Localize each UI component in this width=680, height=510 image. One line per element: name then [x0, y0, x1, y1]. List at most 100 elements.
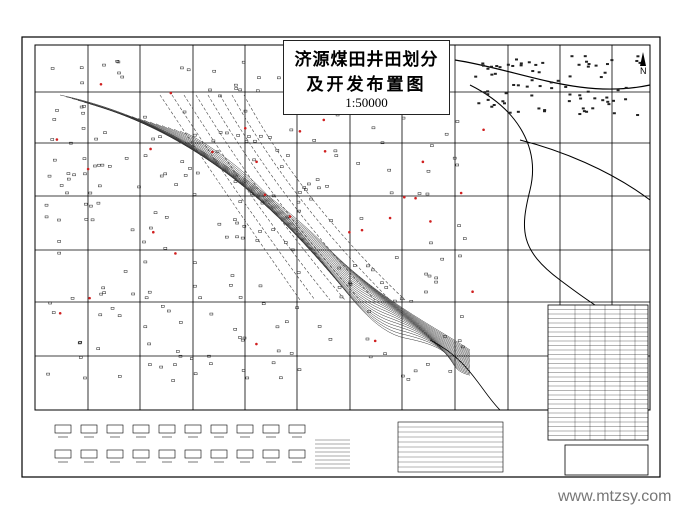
- village-symbol: [477, 102, 481, 105]
- mine-symbol: [208, 88, 212, 92]
- mine-symbol: [78, 356, 83, 359]
- red-marker: [471, 290, 474, 294]
- mine-symbol: [50, 67, 55, 70]
- mine-symbol: [461, 345, 465, 349]
- mine-symbol: [387, 168, 391, 172]
- mine-symbol: [427, 274, 432, 278]
- village-symbol: [603, 71, 607, 74]
- mine-symbol: [174, 183, 178, 186]
- mine-symbol: [258, 230, 262, 233]
- mine-symbol: [234, 83, 238, 87]
- village-symbol: [605, 96, 609, 99]
- mine-symbol: [371, 126, 376, 130]
- map-scale: 1:50000: [345, 95, 388, 110]
- mine-symbol: [99, 292, 103, 296]
- title-block-table: [564, 444, 649, 476]
- village-symbol: [492, 103, 496, 106]
- legend-symbol: [210, 424, 228, 434]
- red-marker: [88, 296, 91, 300]
- mine-symbol: [149, 226, 153, 230]
- red-marker: [288, 215, 292, 218]
- village-symbol: [530, 79, 534, 82]
- legend-symbol: [184, 449, 202, 459]
- red-marker: [402, 195, 406, 199]
- mine-symbol: [193, 372, 198, 376]
- map-title-line2: 及开发布置图: [306, 75, 427, 95]
- mine-symbol: [161, 305, 165, 308]
- mine-symbol: [47, 174, 52, 178]
- village-symbol: [550, 87, 554, 90]
- village-symbol: [474, 75, 478, 78]
- mine-symbol: [257, 76, 261, 79]
- mine-symbol: [413, 369, 418, 373]
- mine-symbol: [242, 225, 247, 228]
- mine-symbol: [235, 221, 239, 225]
- mine-symbol: [48, 301, 52, 305]
- red-marker: [348, 230, 351, 234]
- contour-line: [149, 121, 471, 369]
- mine-symbol: [163, 172, 167, 176]
- mine-symbol: [458, 254, 462, 258]
- mine-symbol: [247, 135, 251, 138]
- mine-symbol: [460, 315, 464, 318]
- village-symbol: [582, 110, 586, 113]
- red-marker: [211, 150, 214, 154]
- mine-symbol: [296, 271, 301, 274]
- mine-symbol: [329, 219, 333, 222]
- legend-symbol: [54, 424, 72, 434]
- mine-symbol: [173, 363, 177, 366]
- mine-symbol: [236, 134, 240, 137]
- mine-symbol: [244, 140, 249, 143]
- red-marker: [86, 167, 90, 171]
- red-marker: [414, 196, 417, 200]
- red-marker: [255, 160, 258, 164]
- legend-symbol: [54, 449, 72, 459]
- mine-symbol: [110, 307, 115, 310]
- mine-symbol: [66, 177, 71, 181]
- village-symbol: [587, 63, 591, 66]
- red-marker: [298, 129, 302, 133]
- north-arrow-icon: N: [640, 52, 647, 76]
- red-marker: [322, 118, 326, 122]
- mine-symbol: [434, 280, 438, 284]
- mine-symbol: [124, 157, 129, 160]
- mine-symbol: [312, 139, 316, 142]
- contour-line: [71, 98, 471, 353]
- outer-border: [21, 36, 661, 478]
- legend-symbol: [158, 449, 176, 459]
- red-marker: [149, 147, 152, 151]
- mine-symbol: [241, 60, 246, 64]
- mine-symbol: [334, 154, 339, 157]
- mine-symbol: [297, 209, 301, 213]
- mine-symbol: [115, 60, 120, 63]
- mine-symbol: [209, 312, 214, 316]
- village-symbol: [481, 62, 485, 65]
- mine-symbol: [235, 235, 239, 239]
- mine-symbol: [457, 224, 461, 227]
- mine-symbol: [401, 374, 405, 378]
- village-symbol: [486, 67, 490, 70]
- mine-symbol: [167, 309, 171, 313]
- village-symbol: [537, 107, 541, 110]
- mine-symbol: [225, 131, 229, 135]
- mine-symbol: [131, 292, 135, 296]
- mine-symbol: [315, 178, 320, 181]
- village-symbol: [519, 62, 523, 65]
- village-symbol: [577, 63, 581, 66]
- contour-line: [185, 132, 471, 376]
- mine-symbol: [77, 341, 82, 345]
- fault-line: [195, 94, 346, 301]
- contour-line: [113, 110, 471, 362]
- mine-symbol: [250, 192, 254, 195]
- mine-symbol: [384, 286, 389, 289]
- mine-symbol: [268, 136, 272, 139]
- mine-symbol: [123, 270, 128, 273]
- village-symbol: [531, 70, 535, 73]
- mine-symbol: [57, 240, 61, 243]
- mine-symbol: [180, 66, 184, 70]
- village-symbol: [519, 64, 523, 67]
- mine-symbol: [193, 133, 197, 137]
- village-symbol: [503, 102, 507, 105]
- mine-symbol: [88, 191, 93, 195]
- village-symbol: [568, 93, 572, 96]
